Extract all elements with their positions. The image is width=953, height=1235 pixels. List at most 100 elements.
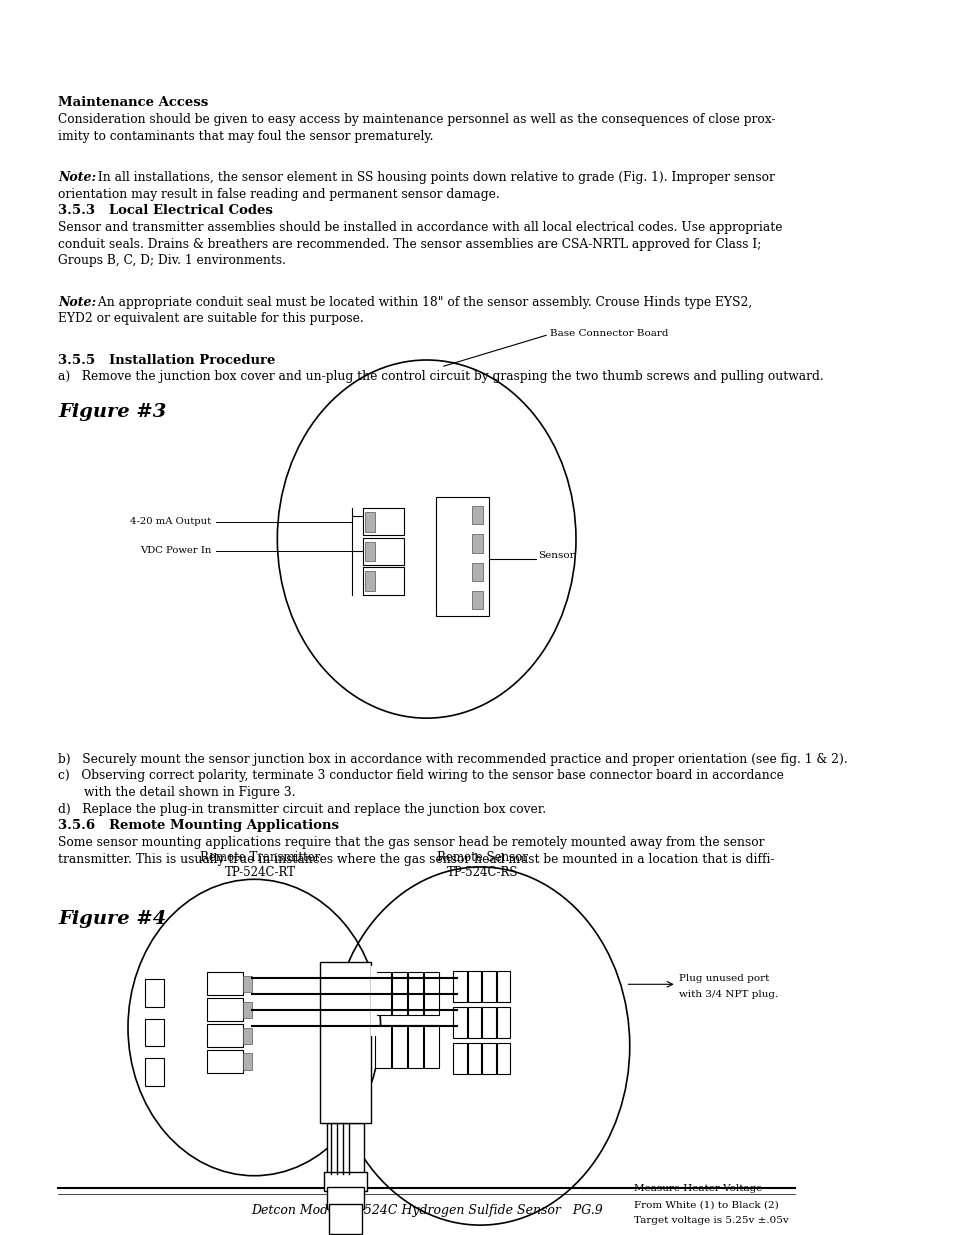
- Text: 3.5.6   Remote Mounting Applications: 3.5.6 Remote Mounting Applications: [58, 819, 338, 832]
- Bar: [207, 1050, 243, 1073]
- Bar: [371, 966, 376, 1036]
- Bar: [145, 979, 164, 1007]
- Bar: [375, 972, 391, 1015]
- Bar: [327, 1123, 364, 1178]
- Text: BLK: BLK: [210, 1029, 229, 1037]
- Text: BLK: BLK: [440, 564, 462, 573]
- Text: with 3/4 NPT plug.: with 3/4 NPT plug.: [679, 990, 778, 999]
- Text: 1: 1: [378, 981, 384, 989]
- Bar: [243, 1002, 252, 1018]
- Bar: [424, 972, 439, 1015]
- Text: conduit seals. Drains & breathers are recommended. The sensor assemblies are CSA: conduit seals. Drains & breathers are re…: [58, 237, 760, 251]
- Text: Target voltage is 5.25v ±.05v: Target voltage is 5.25v ±.05v: [634, 1216, 788, 1225]
- Text: Detcon Model TP-524C Hydrogen Sulfide Sensor   PG.9: Detcon Model TP-524C Hydrogen Sulfide Se…: [251, 1204, 602, 1218]
- Text: 4-20 mA Output: 4-20 mA Output: [131, 516, 212, 526]
- Text: Figure #4: Figure #4: [58, 910, 166, 929]
- Bar: [243, 976, 252, 992]
- Bar: [329, 1204, 361, 1234]
- Bar: [436, 496, 489, 615]
- Bar: [472, 562, 482, 580]
- Text: WHT: WHT: [440, 593, 466, 601]
- Text: Some sensor mounting applications require that the gas sensor head be remotely m: Some sensor mounting applications requir…: [58, 836, 763, 850]
- Text: Sensor: Sensor: [537, 551, 575, 561]
- Bar: [145, 1019, 164, 1046]
- Bar: [319, 962, 371, 1123]
- Text: Consideration should be given to easy access by maintenance personnel as well as: Consideration should be given to easy ac…: [58, 112, 775, 126]
- Text: BLU: BLU: [440, 508, 462, 516]
- Text: Sensor and transmitter assemblies should be installed in accordance with all loc: Sensor and transmitter assemblies should…: [58, 221, 781, 235]
- Text: transmitter. This is usually true in instances where the gas sensor head must be: transmitter. This is usually true in ins…: [58, 852, 774, 866]
- Text: mA: mA: [376, 510, 394, 520]
- Bar: [472, 505, 482, 524]
- Text: In all installations, the sensor element in SS housing points down relative to g: In all installations, the sensor element…: [93, 170, 774, 184]
- Text: a)   Remove the junction box cover and un-plug the control circuit by grasping t: a) Remove the junction box cover and un-…: [58, 370, 822, 384]
- Text: YEL: YEL: [440, 536, 461, 545]
- Bar: [453, 1042, 466, 1073]
- Text: BLU: BLU: [210, 977, 230, 986]
- Text: imity to contaminants that may foul the sensor prematurely.: imity to contaminants that may foul the …: [58, 130, 433, 143]
- Bar: [375, 1025, 391, 1068]
- Text: VDC Power In: VDC Power In: [140, 546, 212, 556]
- Text: Note:: Note:: [58, 295, 96, 309]
- Text: with the detail shown in Figure 3.: with the detail shown in Figure 3.: [84, 785, 294, 799]
- Bar: [243, 1028, 252, 1044]
- Text: Groups B, C, D; Div. 1 environments.: Groups B, C, D; Div. 1 environments.: [58, 254, 286, 268]
- Text: Measure Heater Voltage: Measure Heater Voltage: [634, 1184, 761, 1193]
- Text: b)   Securely mount the sensor junction box in accordance with recommended pract: b) Securely mount the sensor junction bo…: [58, 752, 847, 766]
- Bar: [207, 998, 243, 1021]
- Text: d)   Replace the plug-in transmitter circuit and replace the junction box cover.: d) Replace the plug-in transmitter circu…: [58, 803, 545, 816]
- Bar: [362, 537, 403, 564]
- Text: WHT: WHT: [210, 1055, 233, 1063]
- Text: orientation may result in false reading and permanent sensor damage.: orientation may result in false reading …: [58, 188, 499, 201]
- Bar: [207, 972, 243, 995]
- Bar: [392, 972, 407, 1015]
- Bar: [365, 541, 375, 561]
- Bar: [327, 1187, 364, 1209]
- Bar: [362, 508, 403, 535]
- Text: 3.5.3   Local Electrical Codes: 3.5.3 Local Electrical Codes: [58, 204, 273, 217]
- Bar: [362, 567, 403, 594]
- Text: From White (1) to Black (2): From White (1) to Black (2): [634, 1200, 778, 1209]
- Bar: [467, 971, 480, 1002]
- Bar: [424, 1025, 439, 1068]
- Bar: [481, 971, 496, 1002]
- Text: An appropriate conduit seal must be located within 18" of the sensor assembly. C: An appropriate conduit seal must be loca…: [93, 295, 751, 309]
- Bar: [207, 1024, 243, 1047]
- Bar: [392, 1025, 407, 1068]
- Bar: [408, 972, 423, 1015]
- Text: +: +: [376, 569, 386, 579]
- Text: 3.5.5   Installation Procedure: 3.5.5 Installation Procedure: [58, 353, 275, 367]
- Bar: [472, 590, 482, 609]
- Bar: [497, 1042, 510, 1073]
- Text: Note:: Note:: [58, 170, 96, 184]
- Text: 3: 3: [411, 981, 416, 989]
- Text: Maintenance Access: Maintenance Access: [58, 96, 208, 110]
- Text: c)   Observing correct polarity, terminate 3 conductor field wiring to the senso: c) Observing correct polarity, terminate…: [58, 769, 783, 783]
- Text: EYD2 or equivalent are suitable for this purpose.: EYD2 or equivalent are suitable for this…: [58, 312, 363, 326]
- Bar: [365, 511, 375, 531]
- Text: 2: 2: [395, 981, 400, 989]
- Text: Plug unused port: Plug unused port: [679, 974, 769, 983]
- Bar: [497, 1007, 510, 1037]
- Text: Figure #3: Figure #3: [58, 403, 166, 421]
- Bar: [453, 971, 466, 1002]
- Bar: [408, 1025, 423, 1068]
- Bar: [467, 1042, 480, 1073]
- Text: Remote Sensor: Remote Sensor: [436, 851, 527, 864]
- Text: Base Connector Board: Base Connector Board: [550, 329, 668, 338]
- Bar: [365, 571, 375, 590]
- Text: YEL: YEL: [210, 1003, 229, 1011]
- Text: 4: 4: [427, 981, 433, 989]
- Bar: [324, 1172, 367, 1191]
- Text: —: —: [376, 540, 387, 550]
- Bar: [467, 1007, 480, 1037]
- Bar: [472, 534, 482, 552]
- Text: TP-524C-RS: TP-524C-RS: [446, 866, 517, 879]
- Bar: [243, 1053, 252, 1070]
- Text: Remote Transmitter: Remote Transmitter: [200, 851, 320, 864]
- Bar: [481, 1042, 496, 1073]
- Text: TP-524C-RT: TP-524C-RT: [225, 866, 295, 879]
- Bar: [145, 1058, 164, 1086]
- Bar: [453, 1007, 466, 1037]
- Bar: [497, 971, 510, 1002]
